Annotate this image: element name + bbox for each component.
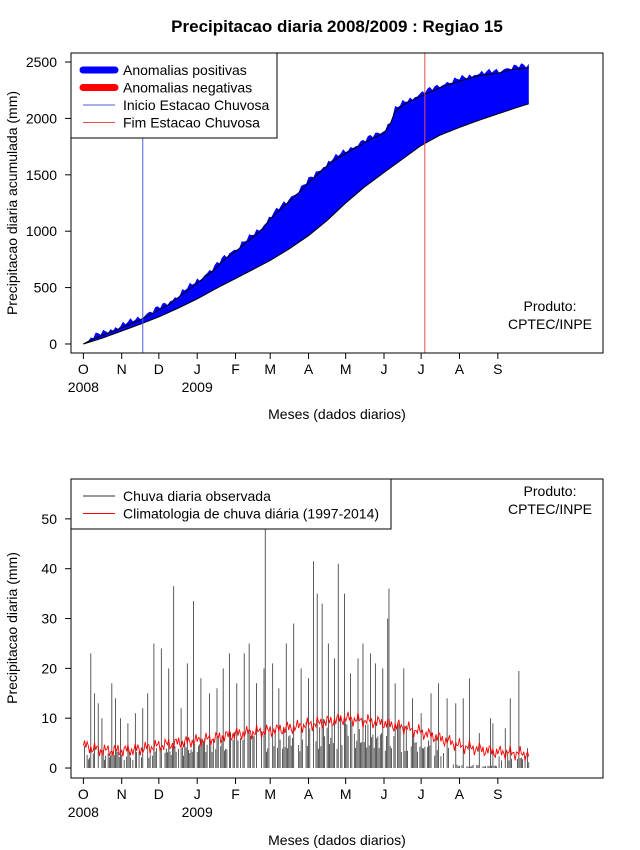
climatology-accumulation-line [83, 103, 529, 345]
x-tick-label: M [264, 786, 276, 802]
credit-line-2: CPTEC/INPE [508, 501, 592, 517]
x-tick-label: J [418, 786, 425, 802]
year-label: 2008 [68, 379, 99, 395]
legend-label: Anomalias positivas [123, 62, 247, 78]
legend-label: Chuva diaria observada [123, 488, 271, 504]
climatology-line [82, 711, 530, 761]
anomaly-fills [83, 63, 529, 344]
y-axis-title: Precipitacao diaria (mm) [4, 552, 20, 704]
x-axis-title: Meses (dados diarios) [268, 406, 406, 422]
x-tick-label: M [340, 361, 352, 377]
x-tick-label: N [117, 786, 127, 802]
y-tick-label: 0 [49, 336, 57, 352]
y-tick-label: 30 [41, 611, 57, 627]
legend-box [70, 478, 392, 530]
y-tick-label: 50 [41, 511, 57, 527]
x-tick-label: J [381, 361, 388, 377]
x-axis-title: Meses (dados diarios) [268, 832, 406, 848]
x-tick-label: A [455, 361, 465, 377]
x-tick-label: S [493, 786, 502, 802]
x-tick-label: J [381, 786, 388, 802]
figure-title: Precipitacao diaria 2008/2009 : Regiao 1… [171, 17, 503, 36]
credit-line-1: Produto: [524, 483, 577, 499]
x-tick-label: M [264, 361, 276, 377]
y-tick-label: 1500 [26, 167, 57, 183]
x-tick-label: F [231, 786, 240, 802]
x-tick-label: O [78, 786, 89, 802]
x-tick-label: D [154, 361, 164, 377]
legend-label: Anomalias negativas [123, 80, 252, 96]
year-label: 2009 [182, 379, 213, 395]
x-tick-label: A [304, 786, 314, 802]
x-tick-label: O [78, 361, 89, 377]
climatology-line [82, 711, 530, 761]
x-tick-label: N [117, 361, 127, 377]
x-axis: O N D J F M A M J J A S 2008 2009 [68, 777, 503, 820]
legend: Anomalias positivas Anomalias negativasIn… [70, 52, 278, 139]
y-tick-label: 0 [49, 760, 57, 776]
accumulated-chart: 0 500 1000 1500 2000 2500 O N D J F M A M J J A S 2008 200… [4, 52, 604, 422]
x-tick-label: A [455, 786, 465, 802]
legend-label: Fim Estacao Chuvosa [123, 115, 260, 131]
credit-line-2: CPTEC/INPE [508, 316, 592, 332]
x-tick-label: J [418, 361, 425, 377]
legend-label: Inicio Estacao Chuvosa [123, 97, 270, 113]
daily-bars [84, 523, 530, 768]
x-tick-label: A [304, 361, 314, 377]
positive-anomaly-area [83, 63, 529, 344]
y-tick-label: 500 [34, 280, 58, 296]
x-tick-label: F [231, 361, 240, 377]
x-tick-label: S [493, 361, 502, 377]
x-tick-label: J [194, 361, 201, 377]
y-axis: 0 10 20 30 40 50 [41, 511, 72, 776]
x-tick-label: M [340, 786, 352, 802]
accumulation-lines [83, 67, 529, 345]
x-tick-label: J [194, 786, 201, 802]
y-tick-label: 10 [41, 710, 57, 726]
observed-accumulation-line [83, 67, 529, 345]
y-tick-label: 1000 [26, 223, 57, 239]
year-label: 2009 [182, 804, 213, 820]
y-axis-title: Precipitacao diaria acumulada (mm) [4, 91, 20, 315]
y-axis: 0 500 1000 1500 2000 2500 [26, 54, 72, 352]
y-tick-label: 2500 [26, 54, 57, 70]
legend-label: Climatologia de chuva diária (1997-2014) [123, 506, 379, 522]
x-axis: O N D J F M A M J J A S 2008 2009 [68, 352, 503, 395]
credit-line-1: Produto: [524, 298, 577, 314]
x-tick-label: D [154, 786, 164, 802]
daily-chart: 0 10 20 30 40 50 O N D J F M A M J J A S 2008 2009 Meses (… [4, 478, 604, 848]
legend: Chuva diaria observada Climatologia de ch… [70, 478, 392, 530]
y-tick-label: 40 [41, 561, 57, 577]
y-tick-label: 2000 [26, 110, 57, 126]
year-label: 2008 [68, 804, 99, 820]
y-tick-label: 20 [41, 660, 57, 676]
